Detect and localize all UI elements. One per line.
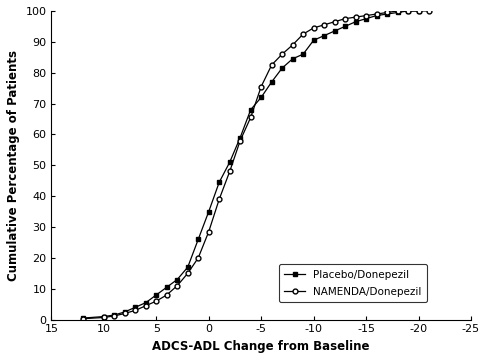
Placebo/Donepezil: [269, 80, 275, 84]
NAMENDA/Donepezil: [332, 19, 337, 24]
NAMENDA/Donepezil: [248, 115, 254, 120]
NAMENDA/Donepezil: [122, 311, 128, 316]
NAMENDA/Donepezil: [206, 230, 212, 234]
Placebo/Donepezil: [101, 314, 107, 319]
Placebo/Donepezil: [227, 160, 233, 165]
Placebo/Donepezil: [216, 180, 222, 184]
NAMENDA/Donepezil: [112, 314, 117, 318]
NAMENDA/Donepezil: [174, 284, 180, 288]
NAMENDA/Donepezil: [384, 10, 390, 15]
Placebo/Donepezil: [153, 293, 159, 297]
Placebo/Donepezil: [80, 316, 86, 320]
NAMENDA/Donepezil: [321, 23, 327, 27]
Placebo/Donepezil: [300, 52, 306, 56]
NAMENDA/Donepezil: [164, 293, 169, 297]
NAMENDA/Donepezil: [132, 308, 138, 312]
Placebo/Donepezil: [248, 108, 254, 112]
NAMENDA/Donepezil: [279, 52, 285, 56]
NAMENDA/Donepezil: [227, 169, 233, 174]
NAMENDA/Donepezil: [258, 84, 264, 89]
Placebo/Donepezil: [405, 9, 411, 13]
Placebo/Donepezil: [185, 265, 191, 269]
NAMENDA/Donepezil: [363, 13, 369, 18]
NAMENDA/Donepezil: [342, 17, 348, 21]
Legend: Placebo/Donepezil, NAMENDA/Donepezil: Placebo/Donepezil, NAMENDA/Donepezil: [279, 264, 427, 302]
Line: Placebo/Donepezil: Placebo/Donepezil: [80, 9, 421, 320]
NAMENDA/Donepezil: [101, 315, 107, 320]
NAMENDA/Donepezil: [374, 12, 379, 16]
NAMENDA/Donepezil: [153, 299, 159, 303]
Placebo/Donepezil: [353, 19, 358, 24]
Line: NAMENDA/Donepezil: NAMENDA/Donepezil: [80, 9, 431, 321]
Placebo/Donepezil: [415, 9, 421, 13]
Placebo/Donepezil: [332, 29, 337, 33]
Placebo/Donepezil: [237, 135, 243, 140]
Placebo/Donepezil: [394, 10, 400, 15]
Placebo/Donepezil: [342, 24, 348, 28]
Placebo/Donepezil: [122, 310, 128, 314]
Placebo/Donepezil: [112, 313, 117, 317]
Placebo/Donepezil: [143, 301, 149, 305]
NAMENDA/Donepezil: [237, 139, 243, 143]
Placebo/Donepezil: [384, 12, 390, 16]
NAMENDA/Donepezil: [405, 9, 411, 13]
NAMENDA/Donepezil: [269, 63, 275, 67]
NAMENDA/Donepezil: [185, 271, 191, 275]
NAMENDA/Donepezil: [143, 303, 149, 308]
Placebo/Donepezil: [174, 277, 180, 282]
Placebo/Donepezil: [206, 210, 212, 214]
Placebo/Donepezil: [258, 95, 264, 99]
NAMENDA/Donepezil: [426, 9, 432, 13]
Placebo/Donepezil: [311, 38, 317, 42]
Y-axis label: Cumulative Percentage of Patients: Cumulative Percentage of Patients: [7, 50, 20, 281]
Placebo/Donepezil: [321, 33, 327, 38]
Placebo/Donepezil: [132, 305, 138, 310]
Placebo/Donepezil: [195, 237, 201, 242]
NAMENDA/Donepezil: [300, 32, 306, 36]
NAMENDA/Donepezil: [415, 9, 421, 13]
NAMENDA/Donepezil: [353, 15, 358, 19]
Placebo/Donepezil: [363, 17, 369, 21]
NAMENDA/Donepezil: [216, 197, 222, 201]
NAMENDA/Donepezil: [311, 26, 317, 30]
NAMENDA/Donepezil: [195, 256, 201, 260]
Placebo/Donepezil: [279, 66, 285, 70]
X-axis label: ADCS-ADL Change from Baseline: ADCS-ADL Change from Baseline: [152, 340, 370, 353]
Placebo/Donepezil: [374, 13, 379, 18]
NAMENDA/Donepezil: [394, 9, 400, 13]
Placebo/Donepezil: [290, 57, 296, 61]
NAMENDA/Donepezil: [80, 316, 86, 321]
NAMENDA/Donepezil: [290, 43, 296, 47]
Placebo/Donepezil: [164, 285, 169, 289]
